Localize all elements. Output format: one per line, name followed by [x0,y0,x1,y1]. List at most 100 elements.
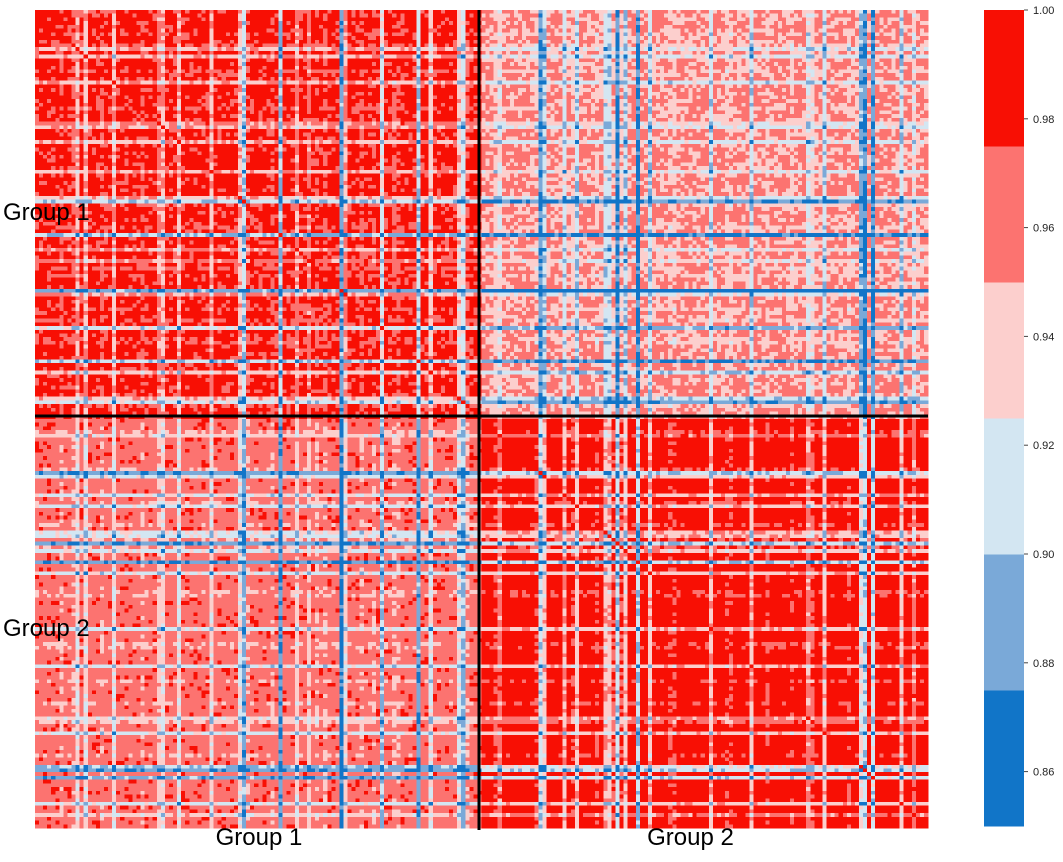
heatmap-cell [404,10,408,14]
heatmap-cell [822,29,826,33]
heatmap-cell [725,10,729,14]
heatmap-cell [465,36,469,40]
heatmap-cell [311,17,315,21]
heatmap-cell [457,17,461,21]
heatmap-cell [465,17,469,21]
heatmap-cell [388,43,392,47]
heatmap-cell [814,14,818,18]
heatmap-cell [47,25,51,29]
heatmap-cell [425,17,429,21]
heatmap-cell [76,21,80,25]
heatmap-cell [806,47,810,51]
heatmap-cell [63,43,67,47]
heatmap-cell [486,32,490,36]
heatmap-cell [745,36,749,40]
heatmap-cell [67,32,71,36]
heatmap-cell [417,43,421,47]
heatmap-cell [883,17,887,21]
heatmap-cell [376,32,380,36]
heatmap-cell [214,17,218,21]
heatmap-cell [701,29,705,33]
heatmap-cell [628,47,632,51]
heatmap-cell [270,36,274,40]
heatmap-cell [636,40,640,44]
heatmap-cell [218,43,222,47]
heatmap-cell [567,43,571,47]
heatmap-cell [189,40,193,44]
heatmap-cell [822,25,826,29]
heatmap-cell [530,40,534,44]
heatmap-cell [287,10,291,14]
heatmap-cell [729,21,733,25]
heatmap-cell [132,17,136,21]
heatmap-cell [327,21,331,25]
heatmap-cell [323,32,327,36]
heatmap-cell [364,32,368,36]
heatmap-cell [847,47,851,51]
heatmap-cell [124,21,128,25]
heatmap-cell [599,43,603,47]
heatmap-cell [721,29,725,33]
heatmap-cell [628,32,632,36]
heatmap-cell [855,32,859,36]
heatmap-cell [339,47,343,51]
heatmap-cell [274,40,278,44]
heatmap-cell [827,29,831,33]
heatmap-cell [660,40,664,44]
heatmap-cell [676,29,680,33]
heatmap-cell [413,40,417,44]
heatmap-cell [473,51,477,55]
heatmap-cell [530,21,534,25]
heatmap-cell [794,21,798,25]
heatmap-cell [250,14,254,18]
heatmap-cell [165,36,169,40]
heatmap-cell [84,21,88,25]
heatmap-cell [453,40,457,44]
heatmap-cell [84,40,88,44]
heatmap-cell [149,36,153,40]
heatmap-cell [506,10,510,14]
heatmap-cell [181,32,185,36]
heatmap-cell [262,40,266,44]
heatmap-cell [210,14,214,18]
heatmap-cell [640,14,644,18]
heatmap-cell [624,43,628,47]
heatmap-cell [733,10,737,14]
heatmap-cell [266,29,270,33]
heatmap-cell [141,32,145,36]
heatmap-cell [526,17,530,21]
heatmap-cell [883,36,887,40]
heatmap-cell [843,32,847,36]
heatmap-cell [136,51,140,55]
heatmap-cell [262,36,266,40]
heatmap-cell [555,14,559,18]
heatmap-cell [84,32,88,36]
heatmap-cell [595,29,599,33]
heatmap-cell [348,51,352,55]
heatmap-cell [368,29,372,33]
heatmap-cell [766,21,770,25]
heatmap-cell [165,25,169,29]
heatmap-cell [181,36,185,40]
heatmap-cell [705,36,709,40]
heatmap-cell [762,32,766,36]
heatmap-cell [193,29,197,33]
heatmap-cell [149,43,153,47]
heatmap-cell [563,25,567,29]
heatmap-cell [916,10,920,14]
heatmap-cell [149,17,153,21]
heatmap-cell [859,25,863,29]
heatmap-cell [555,36,559,40]
heatmap-cell [567,14,571,18]
heatmap-cell [128,14,132,18]
heatmap-cell [640,36,644,40]
heatmap-cell [486,47,490,51]
heatmap-cell [145,21,149,25]
heatmap-cell [534,29,538,33]
heatmap-cell [55,17,59,21]
heatmap-cell [417,36,421,40]
heatmap-cell [875,40,879,44]
heatmap-cell [335,32,339,36]
heatmap-cell [396,51,400,55]
heatmap-cell [343,43,347,47]
